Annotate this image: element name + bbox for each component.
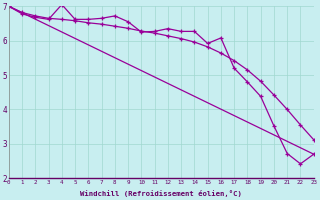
X-axis label: Windchill (Refroidissement éolien,°C): Windchill (Refroidissement éolien,°C) bbox=[80, 190, 242, 197]
